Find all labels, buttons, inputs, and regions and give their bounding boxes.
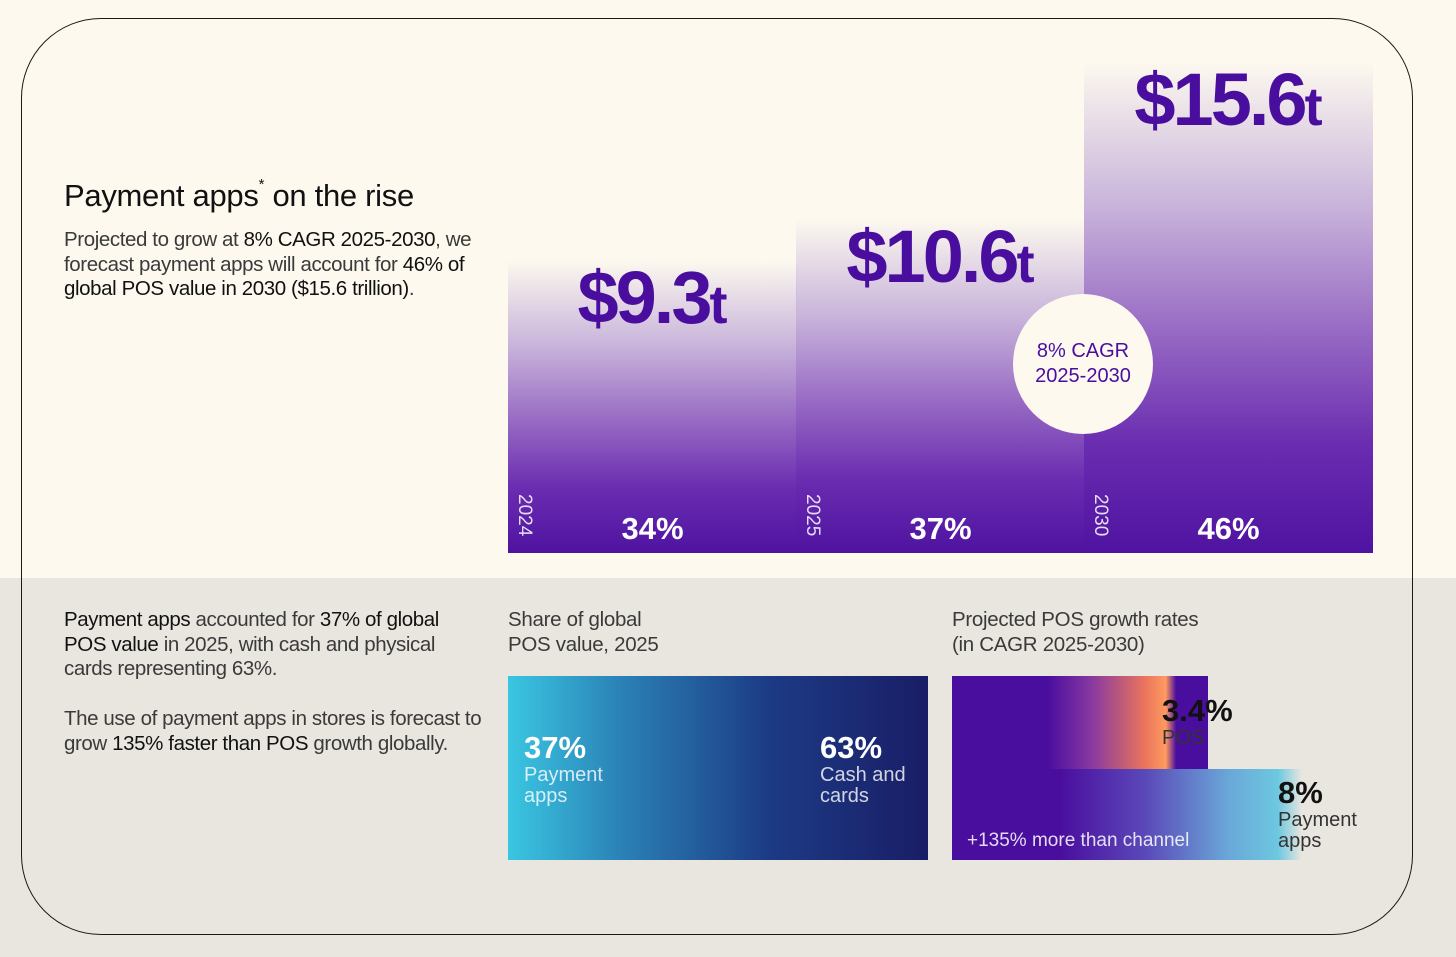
share-bar <box>508 676 928 860</box>
bar-share-label-2024: 34% <box>621 511 684 546</box>
bar-year-label-2030: 2030 <box>1090 494 1111 537</box>
growth-bar-payment-apps <box>1060 769 1302 860</box>
bar-value-label-2025: $10.6t <box>846 215 1035 299</box>
cagr-annotation: 8% CAGR 2025-2030 <box>1013 294 1153 434</box>
cagr-line1: 8% CAGR <box>1036 340 1130 362</box>
bar-2024 <box>508 260 797 553</box>
share-payment-apps-value: 37% <box>524 730 587 765</box>
growth-pos-value: 3.4% <box>1162 693 1233 728</box>
share-payment-apps-label: Payment apps <box>524 764 603 807</box>
growth-bar-pos <box>1048 676 1176 769</box>
bar-value-label-2024: $9.3t <box>577 256 728 340</box>
intro-paragraph: Projected to grow at 8% CAGR 2025-2030, … <box>64 228 472 300</box>
bar-year-label-2025: 2025 <box>802 494 823 537</box>
bar-share-label-2025: 37% <box>909 511 972 546</box>
bar-2030 <box>1084 62 1373 553</box>
cagr-line2: 2025-2030 <box>1035 365 1131 387</box>
share-chart-title: Share of global POS value, 2025 <box>508 608 659 656</box>
bar-share-label-2030: 46% <box>1197 511 1260 546</box>
bar-year-label-2024: 2024 <box>514 494 535 537</box>
share-cash-cards-label: Cash and cards <box>820 764 906 807</box>
card-border <box>21 18 1413 935</box>
share-cash-cards-value: 63% <box>820 730 883 765</box>
growth-apps-value: 8% <box>1278 775 1323 810</box>
summary-paragraph-1: Payment apps accounted for 37% of global… <box>64 608 439 680</box>
headline: Payment apps* on the rise <box>64 176 414 213</box>
growth-apps-label: Payment apps <box>1278 809 1357 852</box>
growth-note: +135% more than channel <box>967 830 1190 851</box>
bar-value-label-2030: $15.6t <box>1134 58 1323 141</box>
summary-paragraph-2: The use of payment apps in stores is for… <box>64 707 482 755</box>
growth-pos-label: POS <box>1162 727 1205 749</box>
growth-chart-title: Projected POS growth rates (in CAGR 2025… <box>952 608 1199 656</box>
